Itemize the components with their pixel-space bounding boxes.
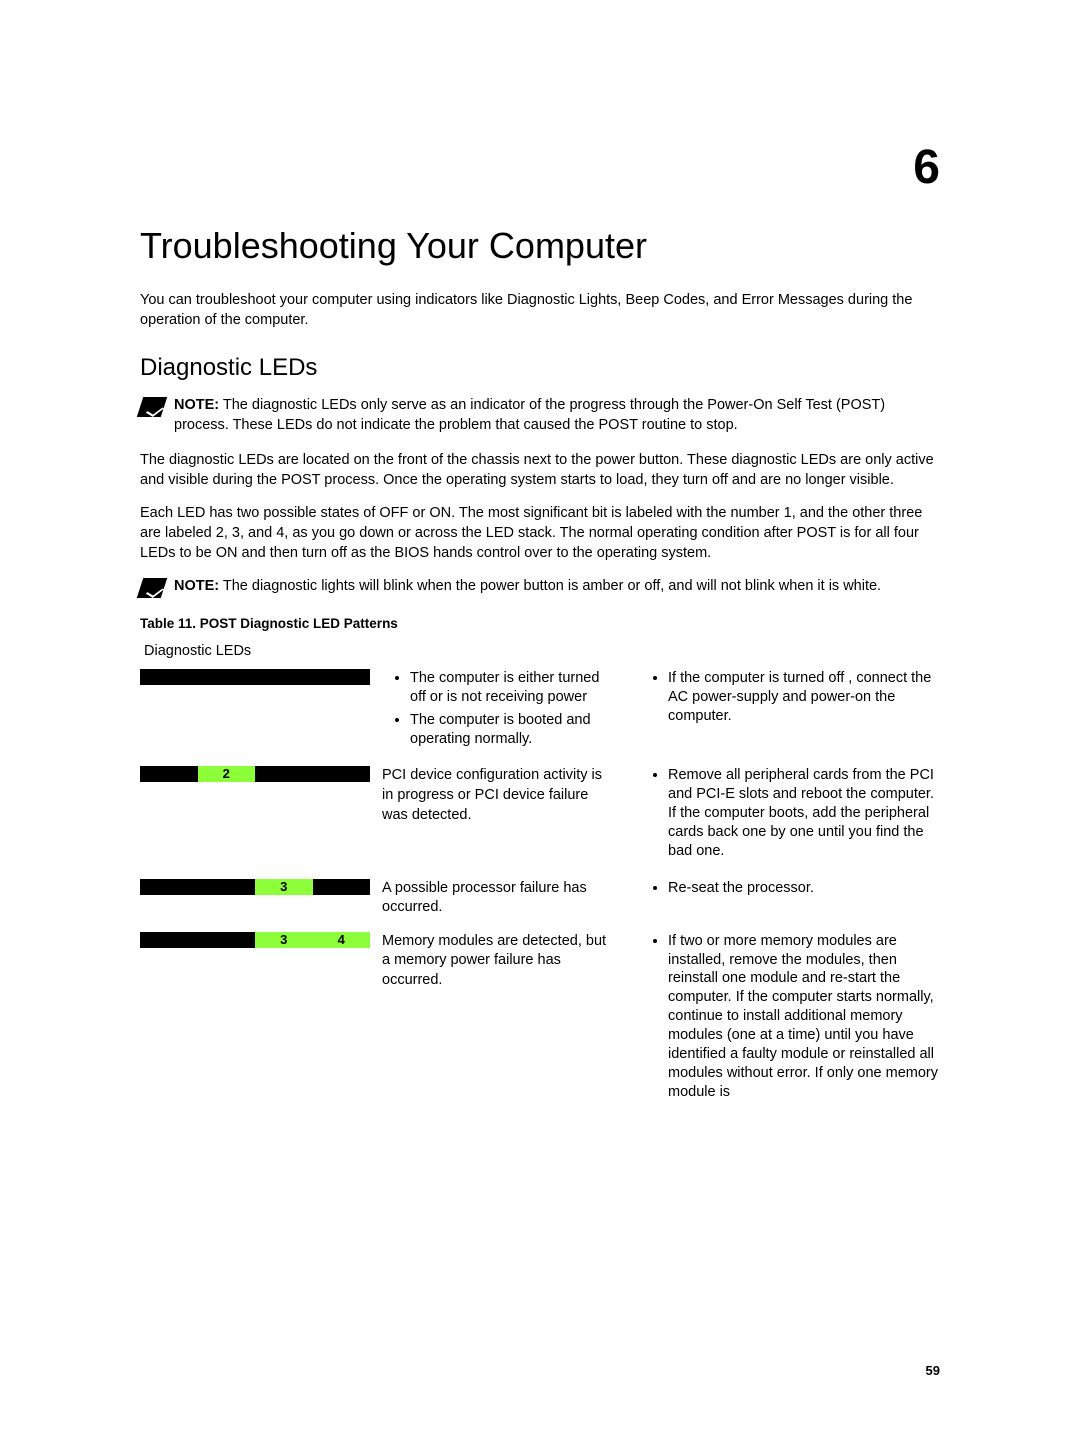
led-indicator-cell: 2 (140, 766, 378, 782)
led-strip: 3 (140, 879, 370, 895)
note-block: NOTE: The diagnostic lights will blink w… (140, 577, 940, 598)
description-cell: PCI device configuration activity is in … (378, 766, 640, 825)
list-item: If two or more memory modules are instal… (668, 932, 940, 1102)
led-off (255, 766, 313, 782)
note-body: The diagnostic lights will blink when th… (219, 578, 881, 594)
led-off (198, 879, 256, 895)
table-row: 34 Memory modules are detected, but a mem… (140, 932, 940, 1106)
table-caption: Table 11. POST Diagnostic LED Patterns (140, 616, 940, 631)
body-paragraph: The diagnostic LEDs are located on the f… (140, 451, 940, 490)
led-indicator-cell: 3 (140, 879, 378, 895)
action-list: If two or more memory modules are instal… (640, 932, 940, 1102)
led-off (313, 879, 371, 895)
action-list: If the computer is turned off , connect … (640, 669, 940, 726)
description-list: The computer is either turned off or is … (382, 669, 610, 748)
list-item: The computer is booted and operating nor… (410, 711, 610, 749)
page-number: 59 (926, 1363, 940, 1378)
led-indicator-cell: 34 (140, 932, 378, 948)
note-icon (137, 578, 167, 598)
led-on: 3 (255, 932, 313, 948)
list-item: Re-seat the processor. (668, 879, 940, 898)
note-text: NOTE: The diagnostic LEDs only serve as … (174, 396, 940, 435)
led-strip (140, 669, 370, 685)
list-item: If the computer is turned off , connect … (668, 669, 940, 726)
note-text: NOTE: The diagnostic lights will blink w… (174, 577, 881, 597)
body-paragraph: Each LED has two possible states of OFF … (140, 504, 940, 563)
led-strip: 34 (140, 932, 370, 948)
table-row: 2 PCI device configuration activity is in… (140, 766, 940, 864)
description-cell: A possible processor failure has occurre… (378, 879, 640, 918)
led-on: 2 (198, 766, 256, 782)
led-off (313, 766, 371, 782)
led-on: 3 (255, 879, 313, 895)
led-off (198, 669, 256, 685)
led-off (140, 932, 198, 948)
action-cell: Re-seat the processor. (640, 879, 940, 902)
note-label: NOTE: (174, 397, 219, 413)
led-off (255, 669, 313, 685)
table-row: The computer is either turned off or is … (140, 669, 940, 752)
led-on: 4 (313, 932, 371, 948)
action-cell: If the computer is turned off , connect … (640, 669, 940, 730)
list-item: The computer is either turned off or is … (410, 669, 610, 707)
led-off (140, 879, 198, 895)
led-strip: 2 (140, 766, 370, 782)
section-heading: Diagnostic LEDs (140, 354, 940, 382)
column-header: Diagnostic LEDs (144, 643, 940, 659)
led-pattern-table: The computer is either turned off or is … (140, 669, 940, 1105)
led-off (140, 766, 198, 782)
table-row: 3 A possible processor failure has occurr… (140, 879, 940, 918)
intro-paragraph: You can troubleshoot your computer using… (140, 291, 940, 330)
led-off (313, 669, 371, 685)
note-body: The diagnostic LEDs only serve as an ind… (174, 397, 885, 433)
led-off (140, 669, 198, 685)
note-block: NOTE: The diagnostic LEDs only serve as … (140, 396, 940, 435)
action-list: Remove all peripheral cards from the PCI… (640, 766, 940, 860)
description-cell: Memory modules are detected, but a memor… (378, 932, 640, 991)
document-page: 6 Troubleshooting Your Computer You can … (0, 0, 1080, 1179)
led-off (198, 932, 256, 948)
note-icon (137, 397, 167, 417)
page-title: Troubleshooting Your Computer (140, 225, 940, 267)
led-indicator-cell (140, 669, 378, 685)
chapter-number: 6 (140, 140, 940, 195)
action-cell: Remove all peripheral cards from the PCI… (640, 766, 940, 864)
action-list: Re-seat the processor. (640, 879, 940, 898)
action-cell: If two or more memory modules are instal… (640, 932, 940, 1106)
description-cell: The computer is either turned off or is … (378, 669, 640, 752)
list-item: Remove all peripheral cards from the PCI… (668, 766, 940, 860)
note-label: NOTE: (174, 578, 219, 594)
